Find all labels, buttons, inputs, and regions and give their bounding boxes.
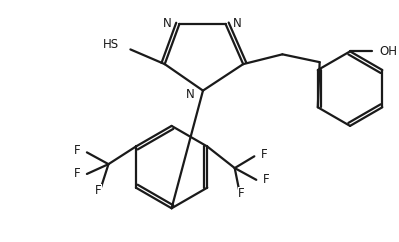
Text: N: N (163, 17, 172, 30)
Text: F: F (238, 187, 245, 200)
Text: F: F (263, 173, 270, 186)
Text: F: F (95, 183, 102, 197)
Text: N: N (233, 17, 242, 30)
Text: N: N (186, 88, 194, 101)
Text: HS: HS (103, 38, 119, 51)
Text: OH: OH (379, 45, 397, 58)
Text: F: F (73, 144, 80, 157)
Text: F: F (261, 148, 268, 161)
Text: F: F (73, 167, 80, 181)
